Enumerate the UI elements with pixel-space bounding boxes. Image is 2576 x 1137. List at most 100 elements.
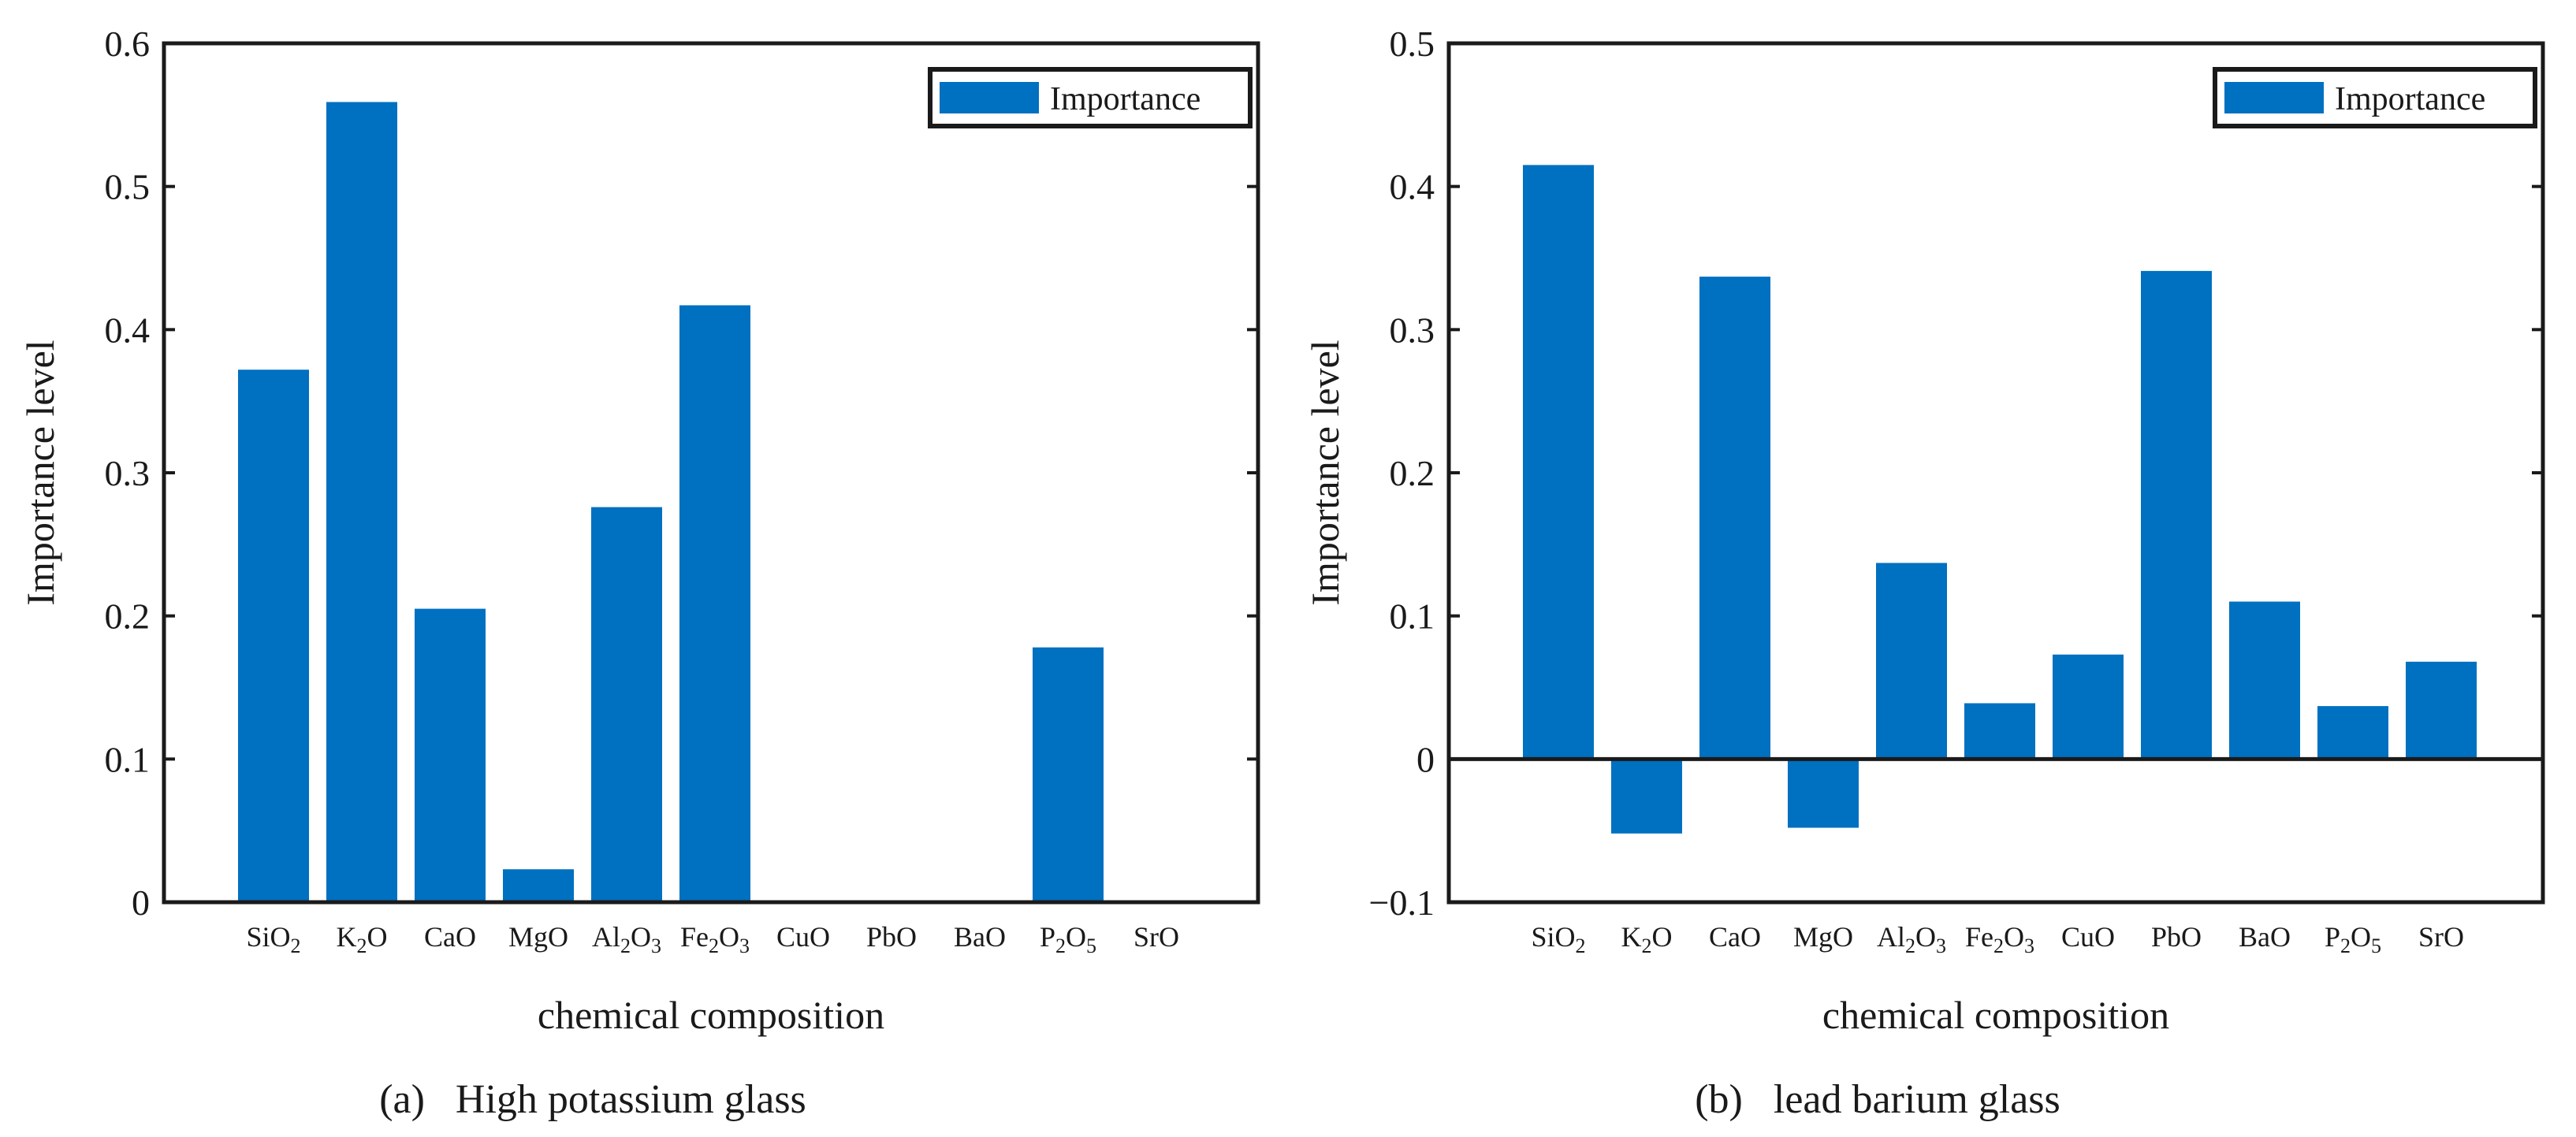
y-axis-label: Importance level [18, 340, 62, 605]
x-label-base: CuO [2061, 921, 2115, 953]
x-label-sub: 2 [1905, 934, 1915, 957]
y-tick-label: 0.2 [105, 596, 151, 637]
x-tick-label: Al2O3 [1877, 921, 1946, 957]
y-axis-label: Importance level [1303, 340, 1347, 605]
bar-0 [238, 370, 309, 902]
x-label-rest: O [2004, 921, 2024, 953]
x-label-sub2: 5 [2371, 934, 2381, 957]
y-tick-label: 0.1 [105, 739, 151, 779]
bar-10 [2406, 661, 2477, 760]
x-tick-label: SrO [2418, 921, 2464, 953]
x-label-base: K [337, 921, 357, 953]
y-tick-label: 0.5 [105, 167, 151, 207]
bar-8 [2229, 601, 2300, 760]
x-tick-label: BaO [954, 921, 1006, 953]
bar-2 [415, 608, 486, 902]
bar-1 [326, 102, 397, 902]
legend-swatch [940, 82, 1039, 113]
x-label-base: Fe [680, 921, 709, 953]
x-tick-label: SiO2 [246, 921, 300, 957]
x-tick-label: K2O [337, 921, 388, 957]
x-label-base: CaO [1709, 921, 1761, 953]
x-label-base: Al [1877, 921, 1905, 953]
bar-3 [503, 869, 574, 902]
x-label-base: SrO [2418, 921, 2464, 953]
y-tick-label: 0.4 [105, 310, 151, 350]
x-tick-label: MgO [1793, 921, 1853, 953]
x-label-rest: O [367, 921, 388, 953]
x-label-base: MgO [508, 921, 568, 953]
x-label-base: K [1621, 921, 1642, 953]
x-label-rest: O [631, 921, 651, 953]
y-tick-label: 0.3 [1390, 310, 1435, 350]
x-label-rest: O [1915, 921, 1936, 953]
x-label-sub: 2 [709, 934, 719, 957]
x-label-sub: 2 [357, 934, 367, 957]
x-label-base: Al [592, 921, 620, 953]
x-label-sub: 2 [1055, 934, 1066, 957]
x-tick-label: SrO [1134, 921, 1179, 953]
bar-9 [2317, 706, 2388, 760]
x-tick-label: CaO [424, 921, 476, 953]
y-tick-label: 0.6 [105, 24, 151, 64]
x-tick-label: MgO [508, 921, 568, 953]
y-tick-label: −0.1 [1369, 882, 1435, 923]
x-tick-label: Al2O3 [592, 921, 661, 957]
bar-2 [1699, 277, 1770, 760]
y-tick-label: 0.5 [1390, 24, 1435, 64]
bar-5 [679, 305, 750, 902]
x-label-sub2: 5 [1086, 934, 1096, 957]
x-label-sub2: 3 [1936, 934, 1946, 957]
legend-label: Importance [2335, 81, 2485, 117]
x-tick-label: BaO [2239, 921, 2291, 953]
bar-6 [2053, 654, 2124, 760]
x-tick-label: CuO [2061, 921, 2115, 953]
x-tick-label: PbO [866, 921, 917, 953]
x-label-sub: 2 [1993, 934, 2004, 957]
x-tick-label: P2O5 [1040, 921, 1096, 957]
x-label-rest: O [2351, 921, 2371, 953]
bar-1 [1611, 759, 1682, 834]
bar-9 [1033, 647, 1104, 902]
x-label-sub: 2 [1642, 934, 1652, 957]
x-label-rest: O [1652, 921, 1673, 953]
x-label-sub2: 3 [651, 934, 661, 957]
x-label-sub: 2 [1576, 934, 1586, 957]
x-axis-label: chemical composition [538, 993, 884, 1037]
panel-caption: (b) lead barium glass [1695, 1077, 2060, 1122]
y-tick-label: 0.4 [1390, 167, 1435, 207]
x-tick-label: PbO [2151, 921, 2202, 953]
y-tick-label: 0.1 [1390, 596, 1435, 637]
legend-label: Importance [1050, 81, 1201, 117]
x-label-base: SrO [1134, 921, 1179, 953]
x-label-sub2: 3 [2024, 934, 2034, 957]
x-label-base: MgO [1793, 921, 1853, 953]
y-tick-label: 0.3 [105, 453, 151, 493]
x-label-base: Fe [1965, 921, 1993, 953]
y-tick-label: 0 [132, 882, 150, 923]
bar-3 [1788, 759, 1859, 828]
x-label-base: BaO [2239, 921, 2291, 953]
x-label-sub: 2 [620, 934, 631, 957]
y-tick-label: 0 [1416, 739, 1435, 779]
x-label-base: CuO [776, 921, 830, 953]
x-tick-label: P2O5 [2325, 921, 2381, 957]
x-label-rest: O [1066, 921, 1086, 953]
x-label-base: P [1040, 921, 1055, 953]
x-label-base: CaO [424, 921, 476, 953]
bar-4 [1876, 563, 1947, 760]
x-label-base: SiO [246, 921, 290, 953]
y-tick-label: 0.2 [1390, 453, 1435, 493]
x-tick-label: SiO2 [1531, 921, 1585, 957]
panel-caption: (a) High potassium glass [379, 1077, 806, 1122]
x-tick-label: CaO [1709, 921, 1761, 953]
x-label-base: PbO [866, 921, 917, 953]
legend-swatch [2224, 82, 2324, 113]
bar-7 [2141, 270, 2212, 760]
bar-5 [1964, 703, 2035, 760]
x-tick-label: CuO [776, 921, 830, 953]
x-label-sub: 2 [291, 934, 301, 957]
